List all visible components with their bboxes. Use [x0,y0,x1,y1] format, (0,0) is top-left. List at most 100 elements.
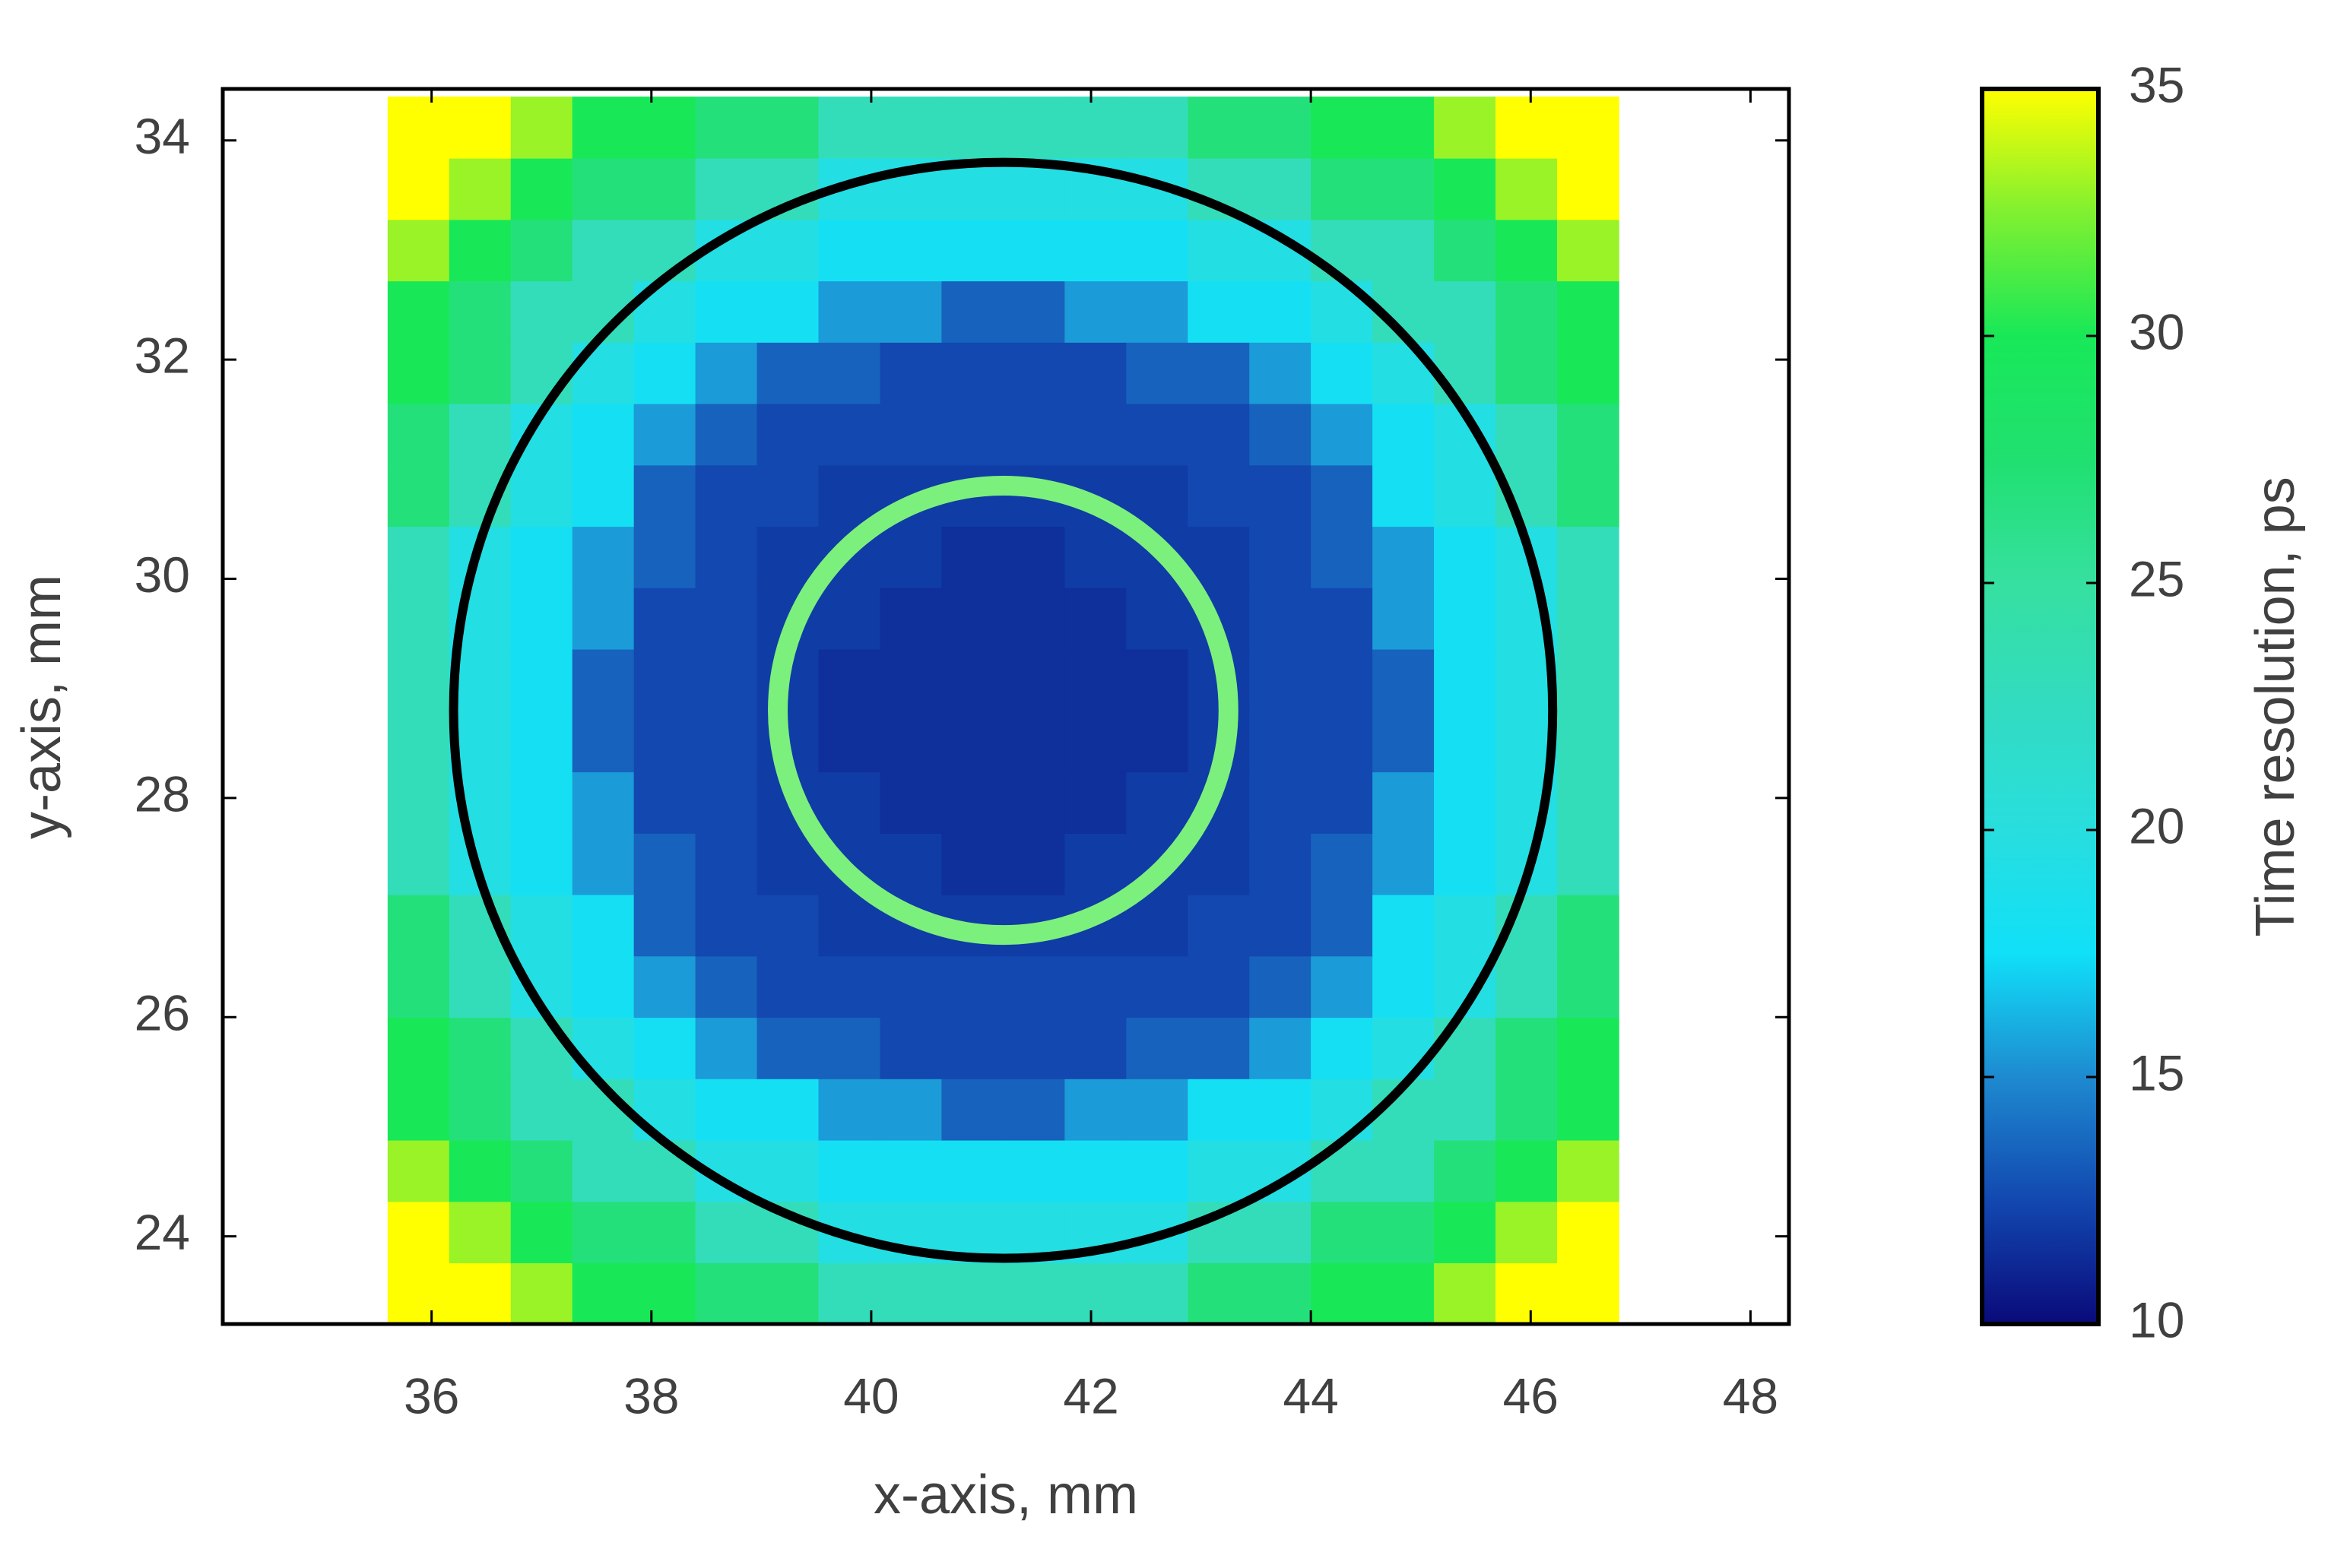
heat-cell [1003,955,1066,1018]
heat-cell [1372,403,1435,466]
heat-cell [1249,771,1311,834]
heat-cell [1556,894,1619,957]
heat-cell [1126,771,1189,834]
heat-cell [1064,97,1128,159]
heat-cell [510,526,573,588]
heat-cell [1556,648,1619,711]
heat-cell [695,464,758,527]
x-tick-label: 40 [843,1367,899,1424]
heat-cell [633,1079,696,1141]
heat-cell [1311,771,1373,834]
heat-cell [1126,219,1189,282]
heat-cell [1311,894,1373,957]
heat-cell [1249,342,1311,404]
heat-cell [1064,833,1128,895]
heat-cell [818,588,881,650]
heat-cell [695,833,758,895]
heat-cell [1372,648,1435,711]
heat-cell [510,1017,573,1079]
heat-cell [1556,1139,1619,1202]
heat-cell [633,648,696,711]
heat-cell [449,1201,512,1264]
colorbar [1980,87,2101,1326]
heat-cell [1434,1201,1496,1264]
heat-cell [1372,526,1435,588]
heat-cell [756,833,820,895]
heat-cell [1003,1139,1066,1202]
heat-cell [1556,526,1619,588]
heat-cell [633,219,696,282]
heat-cell [387,1079,450,1141]
heat-cell [1434,588,1496,650]
heat-cell [1311,1017,1373,1079]
heat-cell [1372,1139,1435,1202]
heat-cell [818,771,881,834]
heat-cell [1188,97,1251,159]
heat-cell [510,771,573,834]
heat-cell [818,1017,881,1079]
heat-cell [1003,588,1066,650]
heat-cell [1495,1139,1558,1202]
heat-cell [880,588,943,650]
heat-cell [880,97,943,159]
heat-cell [633,955,696,1018]
x-tick-label: 48 [1723,1367,1778,1424]
heat-cell [449,955,512,1018]
heat-cell [387,833,450,895]
heat-cell [1064,403,1128,466]
heat-cell [633,280,696,343]
heat-cell [1126,588,1189,650]
heat-cell [1064,1262,1128,1324]
heat-cell [1556,771,1619,834]
heat-cell [1003,771,1066,834]
heat-cell [1064,588,1128,650]
heat-cell [756,1017,820,1079]
heat-cell [1495,157,1558,220]
heat-cell [387,1201,450,1264]
heat-cell [1188,1139,1251,1202]
heat-cell [756,526,820,588]
heat-cell [1188,526,1251,588]
heat-cell [1372,588,1435,650]
colorbar-label: Time resolution, ps [2245,477,2306,937]
heat-cell [818,1139,881,1202]
colorbar-tick-label: 35 [2129,56,2184,112]
heat-cell [1434,833,1496,895]
heat-cell [695,280,758,343]
heat-cell [1556,1017,1619,1079]
heatmap [387,97,1619,1324]
y-axis-label: y-axis, mm [11,575,72,839]
heat-cell [1434,894,1496,957]
heat-cell [449,97,512,159]
plot-frame [220,87,1791,1326]
heat-cell [1372,342,1435,404]
heat-cell [510,219,573,282]
heat-cell [1434,157,1496,220]
heat-cell [1188,342,1251,404]
heat-cell [1434,710,1496,773]
heat-cell [1064,526,1128,588]
heat-cell [1249,1201,1311,1264]
heat-cell [1064,1079,1128,1141]
heat-cell [880,1262,943,1324]
heat-cell [1556,280,1619,343]
heat-cell [880,403,943,466]
heat-cell [1249,955,1311,1018]
heat-cell [1556,219,1619,282]
heat-cell [1064,219,1128,282]
heat-cell [510,157,573,220]
heat-cell [1126,1262,1189,1324]
heat-cell [1003,1262,1066,1324]
heat-cell [941,771,1004,834]
heat-cell [1249,588,1311,650]
heat-cell [1495,1079,1558,1141]
heat-cell [1188,403,1251,466]
heat-cell [818,464,881,527]
heat-cell [1556,403,1619,466]
heat-cell [510,97,573,159]
heat-cell [1003,710,1066,773]
heat-cell [695,1262,758,1324]
heat-cell [1126,403,1189,466]
heat-cell [1311,710,1373,773]
heat-cell [387,464,450,527]
